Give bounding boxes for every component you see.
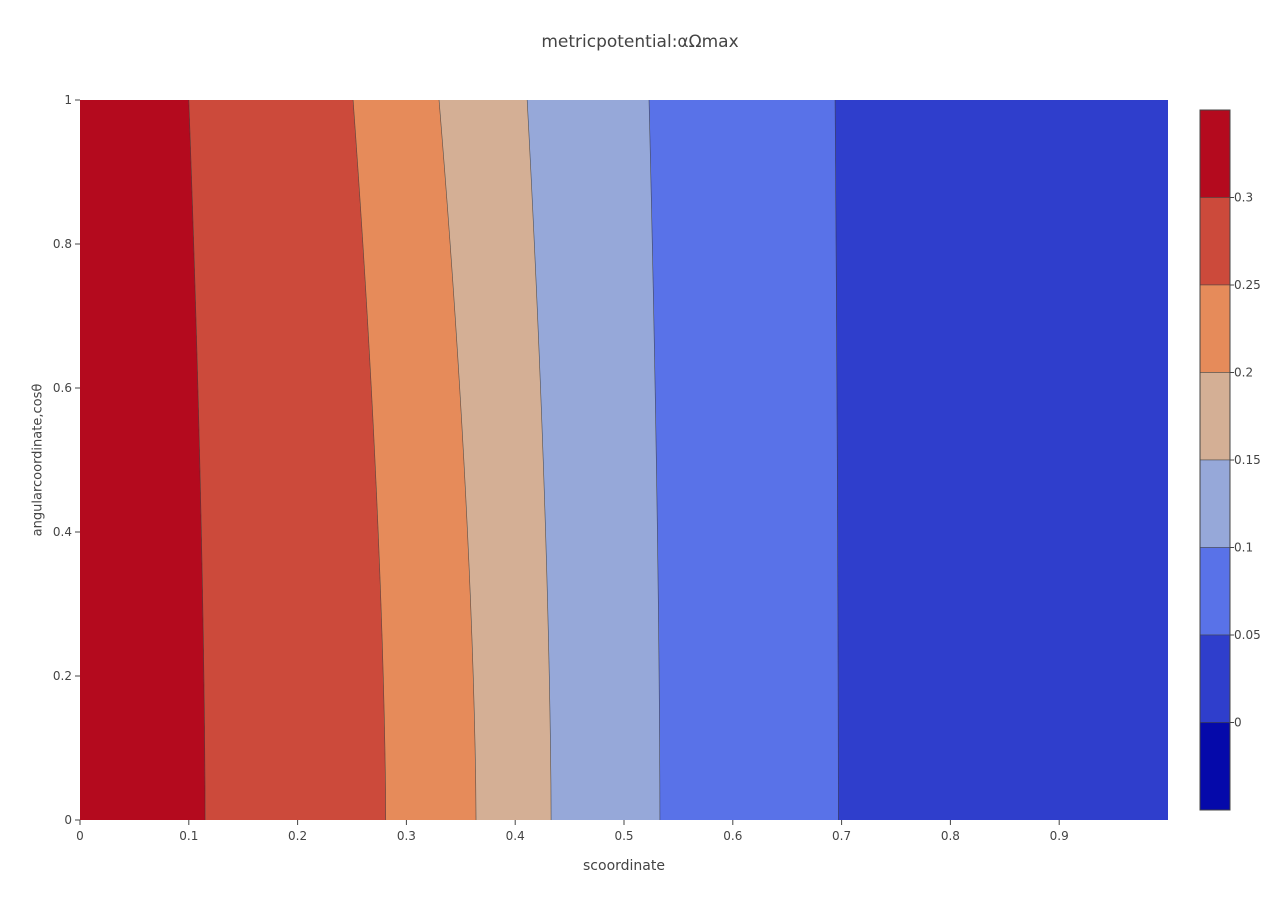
y-tick-label: 0.4	[53, 525, 72, 539]
colorbar-segment-4	[1199, 459, 1231, 548]
x-tick-label: 0.8	[941, 829, 960, 843]
x-tick-label: 0.7	[832, 829, 851, 843]
colorbar-tick-label: 0.15	[1234, 453, 1261, 467]
colorbar-segment-2	[1199, 284, 1231, 373]
y-tick-label: 0.8	[53, 237, 72, 251]
contour-band-6	[835, 100, 1168, 820]
contour-band-0	[80, 100, 206, 820]
x-tick-label: 0.2	[288, 829, 307, 843]
colorbar-tick-label: 0.2	[1234, 366, 1253, 380]
x-tick-label: 0.1	[179, 829, 198, 843]
contour-line-0.2	[438, 99, 477, 821]
y-tick-label: 0.6	[53, 381, 72, 395]
x-tick-label: 0.6	[723, 829, 742, 843]
colorbar-tick-label: 0	[1234, 716, 1242, 730]
contour-line-0.3	[188, 99, 206, 821]
x-tick-label: 0.4	[506, 829, 525, 843]
colorbar-tick-label: 0.1	[1234, 541, 1253, 555]
contour-band-3	[439, 100, 552, 820]
contour-band-1	[188, 100, 386, 820]
x-tick-label: 0.3	[397, 829, 416, 843]
x-tick-label: 0.9	[1050, 829, 1069, 843]
y-tick-label: 0	[64, 813, 72, 827]
contour-band-2	[353, 100, 477, 820]
colorbar-segment-1	[1199, 197, 1231, 286]
x-tick-label: 0	[76, 829, 84, 843]
colorbar-tick-label: 0.3	[1234, 191, 1253, 205]
contour-line-0.1	[648, 99, 661, 821]
colorbar-segment-6	[1199, 634, 1231, 723]
colorbar-tick-label: 0.25	[1234, 278, 1261, 292]
x-axis-title: scoordinate	[583, 858, 665, 874]
x-tick-label: 0.5	[614, 829, 633, 843]
colorbar-segment-5	[1199, 547, 1231, 636]
y-tick-label: 0.2	[53, 669, 72, 683]
colorbar-tick-label: 0.05	[1234, 628, 1261, 642]
y-axis-title: angularcoordinate,cosθ	[30, 383, 46, 537]
colorbar-segment-3	[1199, 372, 1231, 461]
chart-title: metricpotential:αΩmax	[541, 32, 739, 52]
contour-band-5	[649, 100, 839, 820]
contour-line-0.15	[526, 99, 552, 821]
y-tick-label: 1	[64, 93, 72, 107]
contour-band-4	[527, 100, 660, 820]
contour-line-0.05	[834, 99, 839, 821]
colorbar-segment-7	[1199, 722, 1231, 811]
contour-line-0.25	[352, 99, 387, 821]
colorbar-segment-0	[1199, 109, 1231, 198]
